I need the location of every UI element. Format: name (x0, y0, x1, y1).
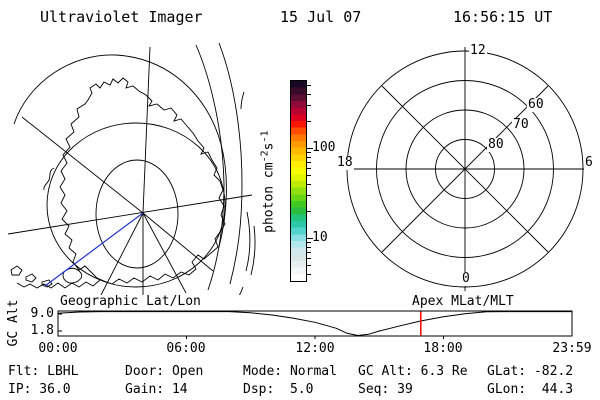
xtick-2359: 23:59 (552, 341, 592, 356)
colorbar (290, 80, 307, 282)
alt-axis-ticks (58, 313, 444, 339)
geographic-map (7, 42, 256, 295)
app-title: Ultraviolet Imager (40, 8, 203, 26)
mlt-label-18: 18 (336, 155, 354, 170)
colorbar-tick-10: 10 (312, 230, 328, 245)
xtick-0000: 00:00 (38, 341, 78, 356)
xtick-1800: 18:00 (423, 341, 463, 356)
status-door: Door: Open (125, 364, 204, 379)
geo-grid (7, 42, 256, 295)
alt-plot-frame (57, 310, 573, 337)
status-dsp: Dsp: 5.0 (243, 382, 314, 397)
polar-grid (339, 47, 593, 291)
apex-panel-title: Apex MLat/MLT (412, 294, 514, 309)
mlat-label-80: 80 (487, 137, 505, 152)
status-glon: GLon: 44.3 (487, 382, 574, 397)
status-seq: Seq: 39 (358, 382, 413, 397)
status-gain: Gain: 14 (125, 382, 188, 397)
unit-main: photon cm (261, 162, 277, 233)
unit-exp-2: -1 (259, 130, 271, 143)
apex-polar-plot (339, 47, 593, 291)
alt-plot (57, 310, 573, 339)
mlt-label-0: 0 (461, 271, 471, 286)
alt-ytick-9: 9.0 (30, 306, 54, 321)
colorbar-unit-label: photon cm-2s-1 (257, 122, 276, 242)
status-ip: IP: 36.0 (8, 382, 71, 397)
coastline (10, 77, 226, 289)
unit-mid: s (261, 142, 277, 151)
header-time-ut: 16:56:15 UT (453, 8, 553, 26)
unit-exp-1: -2 (259, 150, 271, 163)
colorbar-ticks (307, 80, 315, 280)
mlt-label-12: 12 (469, 43, 487, 58)
colorbar-tick-100: 100 (312, 140, 336, 155)
orbit-track-line (44, 212, 144, 287)
altitude-curve (57, 311, 572, 337)
status-glat: GLat: -82.2 (487, 364, 574, 379)
status-mode: Mode: Normal (243, 364, 337, 379)
mlat-label-70: 70 (512, 117, 530, 132)
mlt-label-6: 6 (584, 155, 594, 170)
xtick-0600: 06:00 (166, 341, 206, 356)
alt-ytick-1-8: 1.8 (30, 323, 54, 338)
header-date: 15 Jul 07 (280, 8, 362, 26)
status-flt: Flt: LBHL (8, 364, 79, 379)
mlat-label-60: 60 (527, 97, 545, 112)
geo-panel-title: Geographic Lat/Lon (60, 294, 201, 309)
status-gc-alt: GC Alt: 6.3 Re (358, 364, 468, 379)
xtick-1200: 12:00 (295, 341, 335, 356)
